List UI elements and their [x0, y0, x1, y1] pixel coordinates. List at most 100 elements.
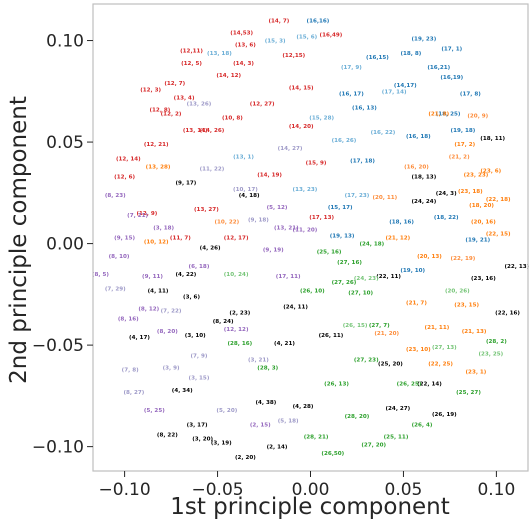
data-point-label: (16,16) — [307, 18, 330, 24]
data-point-label: (28, 20) — [345, 414, 370, 420]
data-point-label: (4, 28) — [293, 404, 314, 410]
data-point-label: (21, 11) — [425, 325, 450, 331]
data-point-label: (3, 18) — [153, 225, 174, 231]
data-point-label: (11, 22) — [200, 166, 225, 172]
data-point-label: (3, 20) — [192, 437, 213, 443]
data-point-label: (7, 8) — [122, 368, 139, 374]
data-point-label: (26, 10) — [300, 288, 325, 294]
data-point-label: (10, 8) — [222, 116, 243, 122]
data-point-label: (13, 26) — [187, 102, 212, 108]
data-point-label: (15, 17) — [328, 205, 353, 211]
data-point-label: (20, 13) — [417, 254, 442, 260]
data-point-label: (13, 6) — [235, 43, 256, 49]
data-point-label: (23, 15) — [454, 303, 479, 309]
data-point-label: (18, 11) — [480, 136, 505, 142]
data-point-label: (12, 3) — [140, 87, 161, 93]
data-point-label: (13, 23) — [293, 187, 318, 193]
data-point-label: (12, 7) — [164, 81, 185, 87]
data-point-label: (23, 18) — [458, 189, 483, 195]
data-point-label: (4, 26) — [200, 246, 221, 252]
data-point-label: (26, 13) — [324, 382, 349, 388]
data-point-label: (28, 21) — [304, 435, 329, 441]
x-tick-label: −0.10 — [99, 480, 151, 500]
data-point-label: (16, 26) — [332, 138, 357, 144]
data-point-label: (4, 38) — [255, 400, 276, 406]
data-point-label: (3, 6) — [183, 294, 200, 300]
data-point-label: (8, 5) — [92, 272, 109, 278]
data-point-label: (11, 20) — [293, 227, 318, 233]
data-point-label: (16, 17) — [339, 91, 364, 97]
data-point-label: (26, 15) — [343, 323, 368, 329]
y-tick-label: 0.05 — [46, 133, 84, 153]
data-point-label: (15, 28) — [309, 116, 334, 122]
data-point-label: (5, 25) — [144, 408, 165, 414]
data-point-label: (25, 27) — [456, 390, 481, 396]
data-point-label: (18, 20) — [469, 203, 494, 209]
data-point-label: (22, 13) — [504, 264, 529, 270]
data-point-label: (14, 15) — [289, 85, 314, 91]
data-point-label: (13, 4) — [174, 95, 195, 101]
data-point-label: (28, 3) — [257, 365, 278, 371]
data-point-label: (16,21) — [427, 65, 450, 71]
data-point-label: (6, 18) — [189, 264, 210, 270]
data-point-label: (17, 2) — [454, 142, 475, 148]
x-tick-label: 0.00 — [292, 480, 330, 500]
data-point-label: (26,50) — [321, 451, 344, 457]
data-point-label: (27, 7) — [369, 323, 390, 329]
data-point-label: (3, 15) — [189, 376, 210, 382]
data-point-label: (14, 3) — [233, 61, 254, 67]
data-point-label: (18, 25) — [436, 112, 461, 118]
data-point-label: (28, 2) — [486, 339, 507, 345]
x-tick-label: 0.05 — [385, 480, 423, 500]
data-point-label: (24, 11) — [283, 305, 308, 311]
data-point-label: (23, 1) — [466, 370, 487, 376]
data-point-label: (15, 3) — [265, 39, 286, 45]
data-point-label: (26, 19) — [432, 412, 457, 418]
data-point-label: (22, 14) — [417, 382, 442, 388]
data-point-label: (23, 16) — [471, 276, 496, 282]
data-point-label: (20, 16) — [471, 219, 496, 225]
data-point-label: (19, 18) — [451, 128, 476, 134]
data-point-label: (9, 19) — [263, 248, 284, 254]
y-axis: 0.10 0.05 0.00 −0.05 −0.10 — [32, 32, 93, 458]
data-point-label: (5, 20) — [216, 408, 237, 414]
data-point-label: (27, 20) — [361, 443, 386, 449]
data-point-label: (12, 12) — [224, 327, 249, 333]
data-point-label: (23, 23) — [464, 173, 489, 179]
data-point-label: (12, 14) — [116, 156, 141, 162]
data-point-label: (21, 12) — [385, 236, 410, 242]
data-point-label: (8, 16) — [118, 317, 139, 323]
data-point-label: (3, 19) — [211, 441, 232, 447]
data-point-label: (12, 9) — [136, 211, 157, 217]
data-point-label: (16,49) — [320, 32, 343, 38]
point-labels-layer: (16,16) (14, 7) (14,53) (16,49) (13, 6) (12,1… — [92, 18, 530, 461]
y-tick-label: −0.05 — [32, 336, 84, 356]
data-point-label: (15, 6) — [296, 35, 317, 41]
data-point-label: (18, 16) — [389, 219, 414, 225]
data-point-label: (27, 23) — [354, 357, 379, 363]
data-point-label: (24, 23) — [354, 276, 379, 282]
data-point-label: (18, 13) — [412, 175, 437, 181]
data-point-label: (27, 26) — [332, 280, 357, 286]
data-point-label: (12, 6) — [114, 175, 135, 181]
data-point-label: (3, 9) — [163, 365, 180, 371]
data-point-label: (17, 8) — [460, 91, 481, 97]
data-point-label: (24, 18) — [359, 242, 384, 248]
data-point-label: (4, 11) — [148, 288, 169, 294]
data-point-label: (17, 13) — [309, 215, 334, 221]
data-point-label: (22, 19) — [451, 256, 476, 262]
data-point-label: (4, 17) — [129, 335, 150, 341]
data-point-label: (13, 21) — [274, 225, 299, 231]
data-point-label: (13, 18) — [207, 51, 232, 57]
data-point-label: (24, 27) — [385, 406, 410, 412]
data-point-label: (26, 25) — [397, 382, 422, 388]
y-axis-label: 2nd principle component — [6, 96, 32, 384]
data-point-label: (21, 7) — [406, 301, 427, 307]
data-point-label: (13, 27) — [194, 207, 219, 213]
data-point-label: (26, 11) — [319, 333, 344, 339]
data-point-label: (19, 21) — [465, 238, 490, 244]
data-point-label: (16, 18) — [406, 134, 431, 140]
data-point-label: (2, 23) — [229, 311, 250, 317]
